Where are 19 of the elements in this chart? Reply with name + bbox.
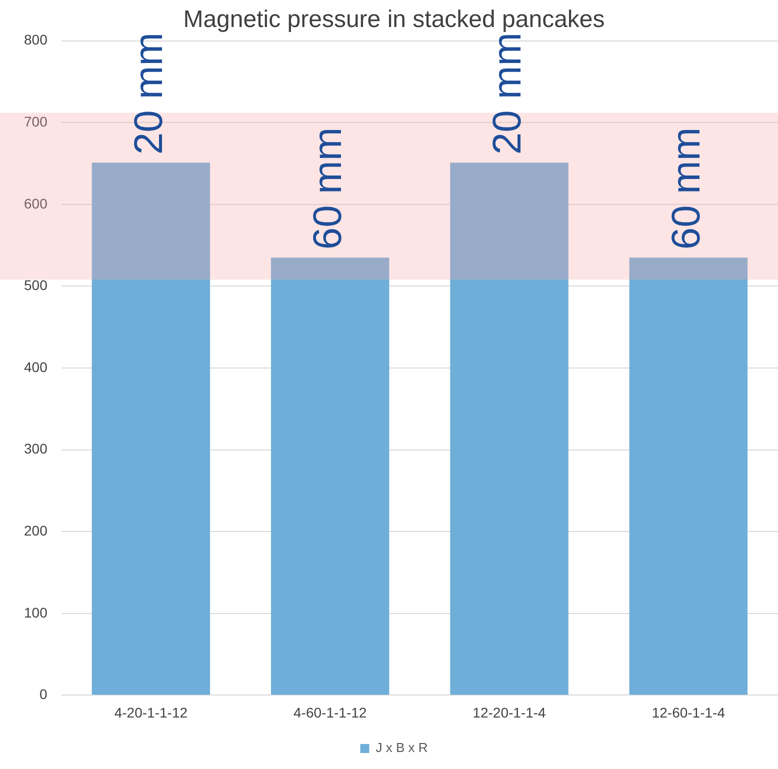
- y-tick-label: 0: [40, 686, 48, 702]
- y-tick-label: 500: [24, 277, 48, 294]
- legend-label: J x B x R: [376, 740, 428, 756]
- y-tick-label: 700: [24, 113, 48, 130]
- annotation: 60 mm: [664, 127, 708, 250]
- chart-title: Magnetic pressure in stacked pancakes: [183, 6, 605, 34]
- x-tick-label: 4-60-1-1-12: [294, 704, 367, 720]
- x-tick-label: 4-20-1-1-12: [114, 704, 188, 720]
- y-tick-label: 100: [24, 604, 48, 620]
- annotation: 20 mm: [485, 32, 530, 155]
- y-tick-label: 800: [24, 32, 48, 48]
- y-tick-label: 200: [24, 522, 48, 538]
- y-tick-label: 600: [24, 195, 48, 212]
- y-tick-label: 300: [24, 440, 48, 457]
- annotation: 20 mm: [126, 32, 171, 155]
- x-tick-label: 12-20-1-1-4: [472, 704, 546, 720]
- x-tick-label: 12-60-1-1-4: [652, 704, 726, 720]
- y-tick-label: 400: [24, 358, 48, 375]
- annotation: 60 mm: [306, 127, 350, 250]
